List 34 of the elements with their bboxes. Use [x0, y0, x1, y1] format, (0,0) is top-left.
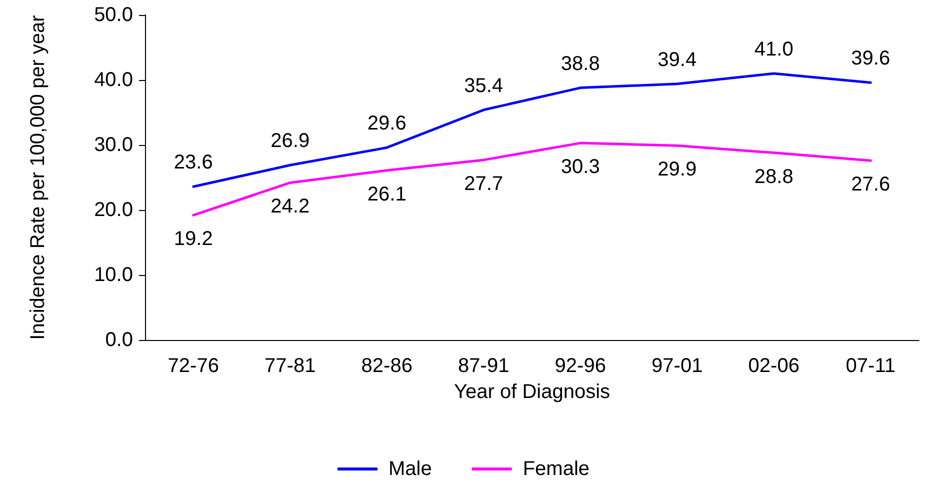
y-tick-label: 50.0 [94, 4, 133, 26]
y-tick-label: 40.0 [94, 69, 133, 91]
data-label: 39.6 [851, 48, 890, 70]
data-label: 29.6 [367, 112, 406, 135]
legend-label: Female [522, 458, 590, 480]
data-label: 26.1 [367, 183, 406, 206]
data-label: 27.6 [851, 174, 890, 196]
x-tick-label: 97-01 [652, 355, 703, 377]
data-label: 35.4 [464, 74, 504, 97]
data-label: 39.4 [658, 48, 697, 71]
x-tick-label: 82-86 [361, 355, 412, 377]
y-tick-label: 30.0 [94, 134, 133, 156]
data-label: 24.2 [270, 196, 310, 218]
data-label: 38.8 [560, 52, 600, 75]
data-label: 28.8 [754, 166, 794, 188]
y-tick-label: 0.0 [105, 329, 133, 351]
y-axis-title: Incidence Rate per 100,000 per year [27, 14, 49, 340]
data-label: 29.9 [658, 158, 697, 181]
x-tick-label: 02-06 [748, 355, 800, 377]
legend-label: Male [388, 458, 432, 480]
x-tick-label: 77-81 [264, 355, 316, 377]
x-tick-label: 87-91 [458, 355, 510, 377]
data-label: 27.7 [464, 172, 504, 195]
x-tick-label: 07-11 [846, 355, 896, 377]
x-tick-label: 92-96 [554, 355, 606, 377]
data-label: 30.3 [560, 156, 600, 178]
data-label: 23.6 [174, 152, 213, 174]
data-label: 19.2 [174, 228, 213, 250]
y-tick-label: 10.0 [94, 264, 133, 286]
data-label: 26.9 [270, 130, 310, 152]
x-axis-title: Year of Diagnosis [454, 381, 610, 403]
x-tick-label: 72-76 [168, 355, 219, 377]
data-label: 41.0 [754, 38, 794, 60]
y-tick-label: 20.0 [94, 199, 133, 221]
